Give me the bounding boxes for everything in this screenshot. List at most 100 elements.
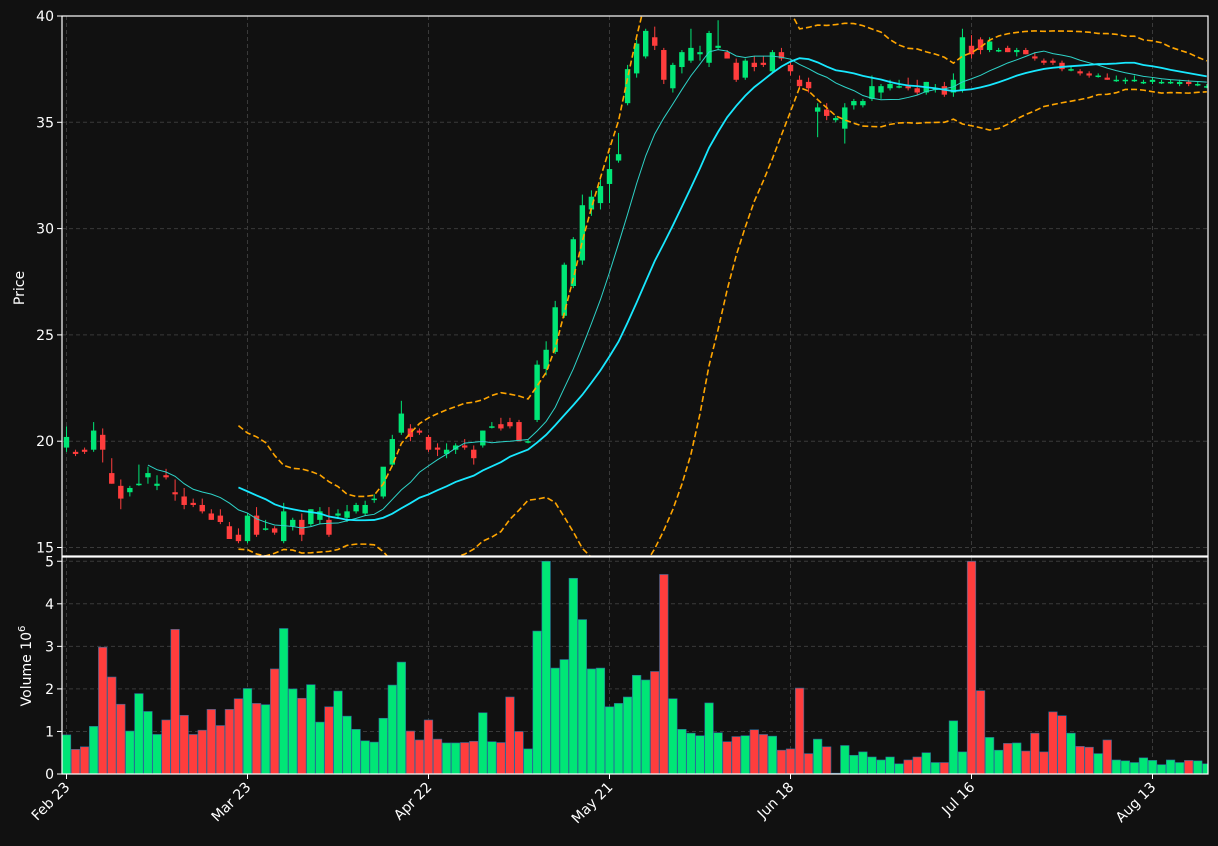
- candle-body: [525, 441, 531, 443]
- candle-body: [1005, 47, 1011, 53]
- candle-body: [833, 118, 839, 121]
- volume-bar: [260, 704, 271, 774]
- candle-body: [281, 511, 287, 542]
- candle-body: [995, 50, 1002, 52]
- price-tick-label: 30: [36, 222, 54, 238]
- candle-body: [860, 101, 866, 106]
- volume-bar: [170, 629, 180, 774]
- candle-body: [434, 447, 441, 450]
- volume-bar: [451, 742, 461, 774]
- volume-panel: 0 1 2 3 4 5 Volume 106: [17, 554, 1209, 783]
- volume-bar: [1039, 751, 1049, 774]
- candle-body: [163, 475, 169, 478]
- candle-body: [1131, 79, 1138, 82]
- volume-bar: [1030, 732, 1040, 774]
- volume-bar: [1120, 760, 1130, 774]
- volume-bar: [1193, 760, 1203, 774]
- candle-body: [1140, 81, 1147, 84]
- volume-bar: [306, 684, 316, 774]
- volume-bar: [423, 719, 434, 774]
- volume-bar: [758, 734, 768, 774]
- candle-body: [90, 430, 97, 450]
- volume-tick-label: 2: [45, 682, 54, 698]
- moving-average-fast-line: [147, 49, 1207, 529]
- volume-bar: [813, 738, 823, 774]
- candle-body: [1023, 50, 1029, 55]
- candle-body: [1149, 79, 1156, 82]
- candle-body: [326, 519, 332, 535]
- volume-bar: [188, 734, 198, 774]
- price-panel-frame: [61, 15, 1209, 557]
- volume-bar: [1066, 732, 1076, 774]
- volume-bar: [541, 560, 551, 774]
- candle-body: [489, 426, 495, 428]
- volume-bar: [478, 712, 488, 774]
- volume-bar: [822, 746, 832, 774]
- candle-body: [914, 88, 920, 93]
- volume-bar: [387, 684, 397, 774]
- candle-body: [290, 519, 296, 527]
- volume-bar: [840, 745, 850, 774]
- candle-body: [1167, 81, 1174, 84]
- candle-body: [824, 109, 830, 116]
- volume-bar: [577, 619, 587, 774]
- candle-body: [1204, 86, 1208, 88]
- volume-bar: [1003, 743, 1013, 774]
- candle-body: [271, 528, 278, 533]
- volume-bar: [749, 729, 759, 774]
- volume-bar: [1012, 742, 1022, 774]
- volume-bar: [460, 742, 470, 774]
- volume-bar: [215, 725, 225, 774]
- candle-body: [706, 33, 712, 63]
- volume-bar: [659, 574, 669, 774]
- candle-body: [814, 107, 821, 112]
- candle-body: [652, 37, 658, 46]
- volume-bar: [686, 732, 696, 774]
- volume-bar: [152, 734, 162, 774]
- candle-body: [371, 498, 377, 501]
- volume-bar: [107, 676, 117, 774]
- candle-body: [615, 154, 622, 161]
- volume-bar: [994, 749, 1004, 774]
- price-panel: 15 20 25 30 35 40 Price: [12, 9, 1209, 557]
- volume-bar: [1111, 759, 1121, 774]
- volume-bar: [70, 749, 81, 774]
- volume-bar: [1075, 746, 1085, 774]
- candle-body: [1122, 79, 1129, 82]
- candle-body: [633, 43, 640, 74]
- volume-tick-label: 5: [45, 554, 54, 570]
- candle-body: [670, 64, 676, 89]
- volume-bar: [315, 721, 325, 774]
- candle-body: [389, 439, 395, 465]
- volume-bar: [604, 706, 615, 774]
- volume-bar: [894, 763, 904, 774]
- volume-bar: [559, 659, 569, 774]
- candle-body: [516, 422, 522, 442]
- bollinger-lower-band: [238, 86, 1207, 556]
- price-tick-label: 40: [36, 9, 54, 25]
- candle-body: [787, 64, 794, 72]
- volume-bar: [1048, 711, 1058, 774]
- volume-bar: [270, 668, 280, 774]
- candle-body: [1176, 81, 1183, 85]
- volume-bar: [632, 674, 642, 774]
- volume-bar: [324, 706, 334, 774]
- volume-bar: [351, 729, 361, 774]
- candle-body: [244, 515, 251, 542]
- volume-bar: [1175, 762, 1185, 774]
- candle-body: [72, 451, 79, 454]
- volume-bar: [89, 726, 99, 774]
- volume-bar: [550, 667, 560, 774]
- candle-body: [145, 473, 151, 478]
- moving-average-slow-line: [238, 57, 1207, 522]
- candle-body: [100, 434, 106, 450]
- candle-body: [751, 62, 757, 68]
- candle-body: [181, 496, 187, 505]
- candle-body: [1050, 60, 1056, 63]
- candle-body: [742, 60, 748, 78]
- candle-body: [1059, 62, 1065, 70]
- volume-bar: [803, 753, 814, 774]
- bollinger-upper-band: [237, 16, 1208, 498]
- volume-bar: [143, 711, 153, 774]
- volume-bar: [921, 752, 931, 774]
